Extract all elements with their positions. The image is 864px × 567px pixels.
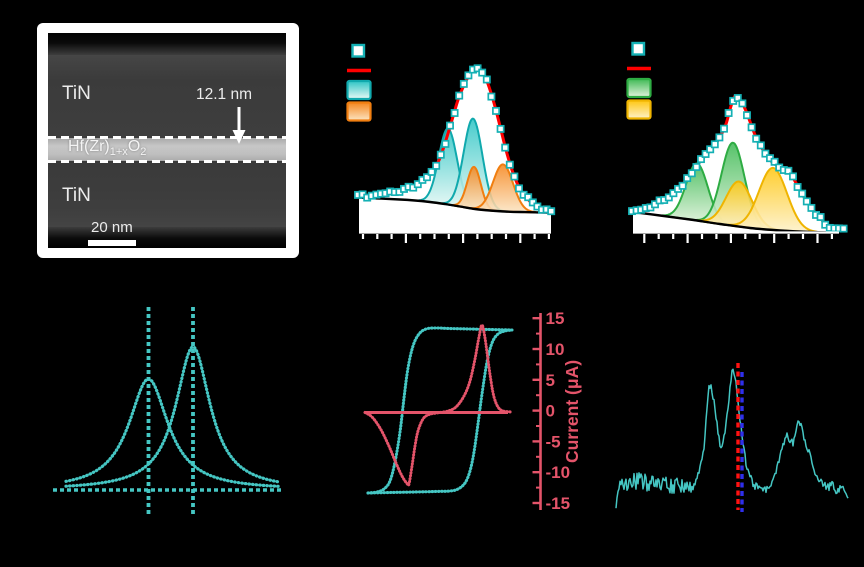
- pv-loop-upper-branch: [366, 326, 514, 495]
- hysteresis-panel-e: 15 10 5 0 -5 -10 -15 Current (μA): [363, 309, 582, 513]
- spectrum-panel-f: [615, 363, 849, 512]
- bottom-electrode-layer: [48, 161, 286, 227]
- current-tick-label: 5: [546, 371, 555, 390]
- film-formula-base: Hf(Zr): [68, 138, 110, 155]
- legend: [346, 43, 372, 122]
- x-axis-ticks: [643, 234, 834, 243]
- film-formula-oxygen: O: [127, 138, 141, 155]
- current-tick-label: 10: [546, 340, 565, 359]
- current-tick-label: -5: [546, 432, 561, 451]
- thickness-arrow-icon: [232, 107, 246, 144]
- film-formula-subscript-1: 1+x: [109, 146, 128, 159]
- noisy-spectrum-trace: [615, 368, 849, 509]
- legend-swatch-orange-component: [346, 101, 372, 122]
- decomposed-peaks-panel-d: [53, 307, 284, 514]
- component-peak-4-orange: [470, 163, 536, 214]
- xps-spectrum-panel-b: [346, 43, 556, 243]
- current-tick-label: 0: [546, 402, 555, 421]
- iv-switching-curve: [363, 323, 514, 487]
- legend-swatch-green-component: [626, 77, 652, 99]
- legend-swatch-data-marker: [351, 43, 366, 58]
- lorentzian-peak-2: [64, 345, 282, 488]
- current-tick-label: 15: [546, 309, 565, 328]
- legend-swatch-data-marker: [631, 41, 646, 56]
- ferroelectric-film-layer: [48, 138, 286, 161]
- film-bottom-boundary-line: [48, 160, 286, 163]
- scale-bar: [88, 240, 136, 246]
- current-axis-title: Current (μA): [562, 360, 582, 463]
- lorentzian-peak-1: [64, 377, 282, 489]
- data-point-markers: [628, 94, 848, 233]
- film-top-boundary-line: [48, 136, 286, 139]
- scalebar-label: 20 nm: [91, 219, 133, 236]
- legend-swatch-teal-component: [346, 79, 372, 101]
- current-axis: 15 10 5 0 -5 -10 -15 Current (μA): [532, 309, 582, 513]
- film-formula-label: Hf(Zr)1+xO2: [68, 138, 146, 158]
- background-baseline-curve: [358, 196, 552, 214]
- x-axis-ticks: [361, 234, 551, 243]
- film-formula-subscript-2: 2: [140, 146, 147, 159]
- tem-micrograph-panel: TiN 12.1 nm Hf(Zr)1+xO2 TiN 20 nm: [37, 23, 299, 258]
- top-electrode-layer: [48, 55, 286, 138]
- legend: [626, 41, 652, 120]
- xps-spectrum-panel-c: [626, 41, 848, 243]
- current-tick-label: -10: [546, 463, 571, 482]
- tem-image: TiN 12.1 nm Hf(Zr)1+xO2 TiN 20 nm: [48, 33, 286, 248]
- pv-loop-lower-branch: [366, 328, 514, 495]
- component-peak-4-yellow: [728, 166, 819, 234]
- thickness-label: 12.1 nm: [196, 86, 253, 103]
- top-electrode-label: TiN: [62, 83, 91, 104]
- bottom-electrode-label: TiN: [62, 185, 91, 206]
- data-point-markers: [354, 64, 556, 216]
- tem-top-dark-band: [48, 33, 286, 55]
- current-tick-label: -15: [546, 494, 571, 513]
- legend-swatch-yellow-component: [626, 99, 652, 120]
